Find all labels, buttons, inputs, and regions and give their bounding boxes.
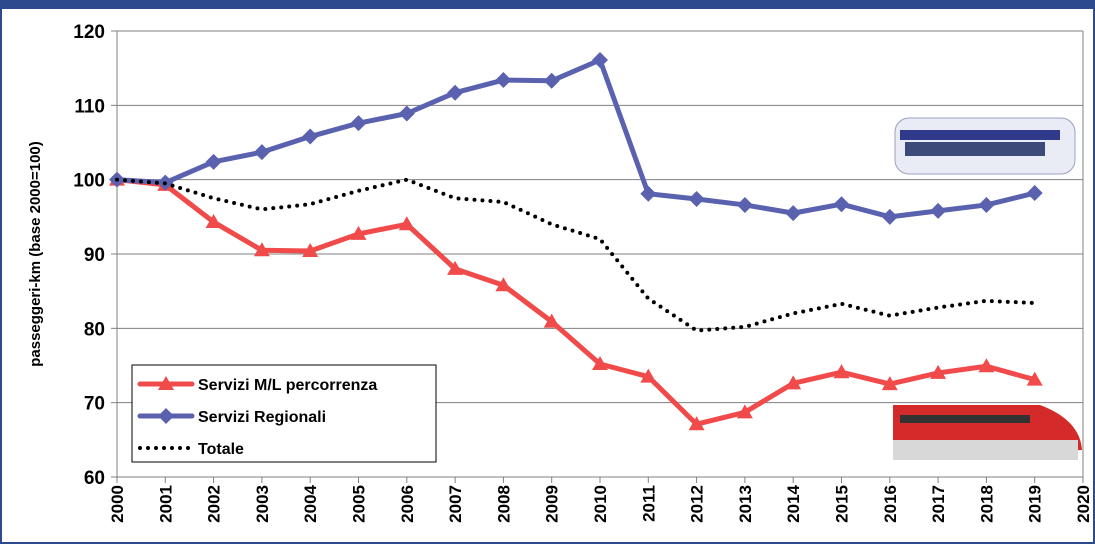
- marker-triangle: [253, 242, 270, 257]
- marker-diamond: [640, 185, 657, 202]
- x-tick-label: 2008: [494, 485, 513, 523]
- legend: Servizi M/L percorrenza Servizi Regionali…: [131, 364, 437, 463]
- marker-diamond: [398, 105, 415, 122]
- y-tick-label: 60: [84, 468, 105, 489]
- marker-diamond: [158, 408, 174, 424]
- marker-triangle: [158, 376, 174, 390]
- series-line: [114, 57, 1038, 220]
- frame: [0, 7, 1095, 544]
- marker-diamond: [785, 205, 802, 222]
- x-tick-label: 2017: [929, 485, 948, 523]
- marker-triangle: [302, 243, 319, 258]
- marker-triangle: [398, 216, 415, 231]
- marker-diamond: [881, 208, 898, 225]
- marker-triangle: [640, 368, 657, 383]
- marker-triangle: [592, 356, 608, 371]
- x-tick-label: 2002: [205, 485, 224, 523]
- marker-triangle: [785, 375, 802, 390]
- y-axis-label: passeggeri-km (base 2000=100): [27, 141, 44, 367]
- y-tick-label: 90: [84, 245, 105, 266]
- x-tick-label: 2003: [253, 485, 272, 523]
- x-tick-label: 2020: [1074, 485, 1093, 523]
- x-tick-label: 2009: [543, 485, 562, 523]
- marker-diamond: [495, 72, 512, 89]
- x-tick-label: 2004: [301, 484, 320, 522]
- marker-triangle: [205, 214, 222, 229]
- marker-diamond: [253, 144, 270, 161]
- marker-diamond: [688, 190, 705, 207]
- marker-diamond: [978, 196, 995, 213]
- legend-label: Servizi M/L percorrenza: [198, 377, 377, 394]
- x-tick-label: 2010: [591, 485, 610, 523]
- marker-diamond: [930, 202, 947, 219]
- x-tick-label: 2018: [977, 485, 996, 523]
- header-bar: [0, 0, 1095, 8]
- marker-triangle: [978, 358, 995, 373]
- marker-triangle: [447, 260, 464, 275]
- x-tick-label: 2001: [156, 485, 175, 523]
- series-line: [115, 177, 1037, 333]
- series-line: [114, 177, 1038, 427]
- marker-diamond: [447, 84, 464, 101]
- x-tick-label: 2005: [350, 485, 369, 523]
- x-tick-label: 2014: [784, 484, 803, 522]
- marker-diamond: [592, 51, 608, 68]
- train-stripe: [900, 130, 1060, 140]
- x-tick-label: 2007: [446, 485, 465, 523]
- marker-triangle: [930, 364, 947, 379]
- y-tick-label: 70: [84, 394, 105, 415]
- marker-diamond: [736, 196, 753, 213]
- marker-triangle: [350, 225, 367, 240]
- marker-diamond: [302, 128, 319, 145]
- x-tick-label: 2013: [736, 485, 755, 523]
- y-tick-label: 80: [84, 319, 105, 340]
- y-tick-label: 110: [74, 96, 105, 117]
- marker-diamond: [1026, 185, 1043, 202]
- x-tick-label: 2011: [639, 485, 658, 522]
- train-regional: [894, 117, 1076, 175]
- marker-triangle: [736, 404, 753, 419]
- y-tick-label: 100: [73, 171, 105, 192]
- x-tick-label: 2019: [1026, 485, 1045, 523]
- train-frecciarossa: [893, 405, 1082, 460]
- marker-diamond: [205, 153, 222, 170]
- x-tick-label: 2012: [688, 485, 707, 523]
- train-windows: [900, 415, 1030, 423]
- y-tick-label: 120: [73, 22, 105, 43]
- legend-label: Totale: [198, 441, 244, 458]
- marker-triangle: [833, 364, 850, 379]
- marker-diamond: [543, 72, 560, 89]
- x-tick-label: 2000: [108, 485, 127, 523]
- train-skirt: [893, 440, 1078, 460]
- x-tick-label: 2015: [833, 485, 852, 523]
- legend-label: Servizi Regionali: [198, 409, 326, 426]
- marker-triangle: [881, 376, 898, 391]
- marker-triangle: [1026, 371, 1043, 386]
- marker-triangle: [688, 416, 705, 431]
- marker-diamond: [833, 196, 850, 213]
- train-windows: [905, 142, 1045, 156]
- marker-triangle: [543, 313, 560, 328]
- marker-triangle: [495, 277, 512, 292]
- x-tick-label: 2006: [398, 485, 417, 523]
- marker-diamond: [350, 115, 367, 132]
- x-tick-label: 2016: [881, 485, 900, 523]
